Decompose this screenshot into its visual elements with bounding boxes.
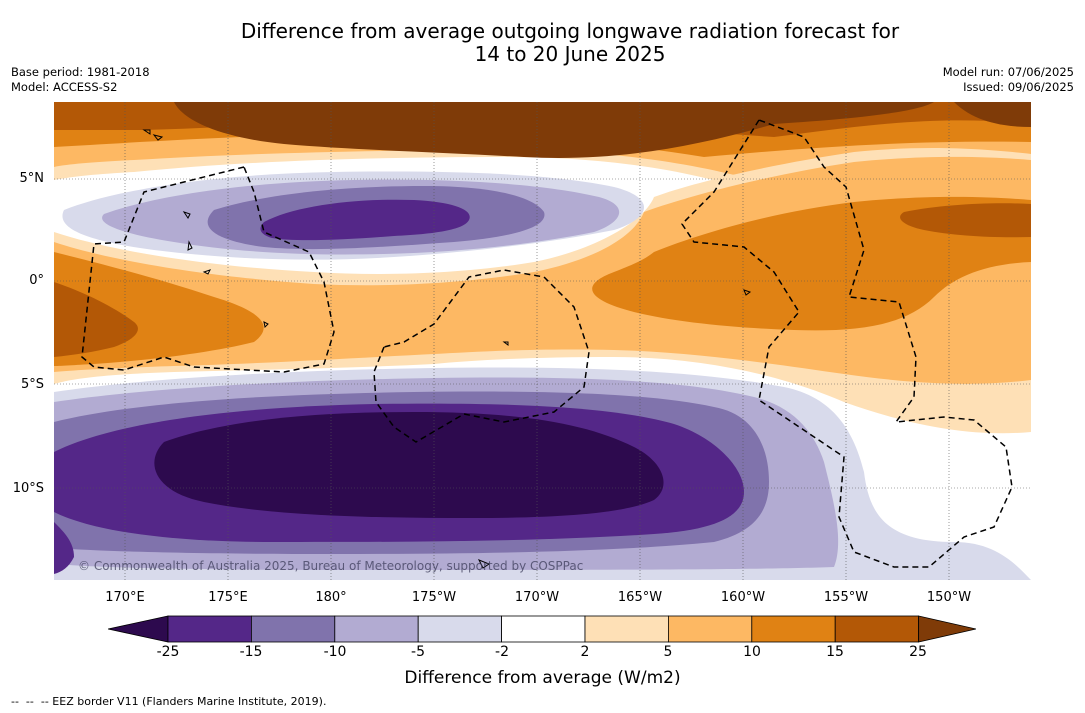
chart-title: Difference from average outgoing longwav…: [0, 20, 1085, 66]
base-period: Base period: 1981-2018: [11, 65, 150, 79]
olr-anomaly-map: [54, 102, 1031, 580]
eez-border-east: [681, 119, 1013, 568]
colorbar-tick-3: -5: [411, 644, 425, 660]
colorbar: [108, 615, 976, 643]
model-name: Model: ACCESS-S2: [11, 80, 118, 94]
eez-borders: [81, 119, 1013, 568]
credit-text: © Commonwealth of Australia 2025, Bureau…: [78, 559, 584, 573]
colorbar-segment-6: [584, 615, 669, 643]
contour-sw-purple: [54, 522, 74, 574]
colorbar-segment-2: [250, 615, 336, 643]
graticule: [54, 102, 1031, 580]
contour-ne-darkest: [954, 102, 1031, 127]
map-canvas: [54, 102, 1031, 580]
colorbar-segment-0: [108, 615, 169, 643]
lat-label-5s: 5°S: [20, 377, 44, 392]
colorbar-segment-9: [834, 615, 920, 643]
lon-label-155w: 155°W: [823, 590, 869, 605]
meta-left: Base period: 1981-2018 Model: ACCESS-S2: [11, 65, 150, 95]
meta-right: Model run: 07/06/2025 Issued: 09/06/2025: [943, 65, 1074, 95]
contour-north-purple-dark: [260, 199, 470, 241]
colorbar-segment-1: [167, 615, 252, 643]
colorbar-segment-7: [668, 615, 753, 643]
contour-north-darkest: [174, 102, 934, 158]
lon-label-150w: 150°W: [926, 590, 972, 605]
lon-label-170w: 170°W: [514, 590, 560, 605]
colorbar-tick-2: -10: [323, 644, 347, 660]
contour-south-purple-darkest: [154, 412, 664, 518]
colorbar-segment-5: [501, 615, 586, 643]
lat-label-10s: 10°S: [12, 481, 44, 496]
lon-label-170e: 170°E: [105, 590, 145, 605]
lon-label-160w: 160°W: [720, 590, 766, 605]
colorbar-tick-6: 5: [663, 644, 673, 660]
colorbar-tick-4: -2: [495, 644, 509, 660]
eez-border-west: [81, 166, 335, 373]
colorbar-segment-10: [918, 615, 976, 643]
contour-east-dark: [592, 196, 1031, 331]
contour-east-darker: [900, 203, 1031, 238]
title-line-2: 14 to 20 June 2025: [474, 42, 666, 66]
lon-label-175w: 175°W: [411, 590, 457, 605]
eez-border-central: [373, 269, 590, 443]
lon-label-165w: 165°W: [617, 590, 663, 605]
eez-footnote: -- -- -- EEZ border V11 (Flanders Marine…: [11, 695, 327, 708]
lat-label-5n: 5°N: [19, 171, 45, 186]
lon-label-180: 180°: [315, 590, 347, 605]
islands: [142, 129, 752, 569]
contour-west-darker: [54, 282, 138, 357]
colorbar-segment-4: [417, 615, 503, 643]
colorbar-tick-9: 25: [909, 644, 927, 660]
colorbar-tick-5: 2: [580, 644, 590, 660]
issued-date: Issued: 09/06/2025: [963, 80, 1074, 94]
model-run: Model run: 07/06/2025: [942, 65, 1074, 79]
colorbar-label: Difference from average (W/m2): [404, 668, 681, 688]
colorbar-tick-8: 15: [826, 644, 844, 660]
title-line-1: Difference from average outgoing longwav…: [240, 19, 900, 43]
colorbar-tick-7: 10: [743, 644, 761, 660]
colorbar-tick-0: -25: [156, 644, 180, 660]
lon-label-175e: 175°E: [208, 590, 248, 605]
lat-label-0: 0°: [29, 273, 44, 288]
colorbar-segment-3: [334, 615, 419, 643]
colorbar-segment-8: [751, 615, 836, 643]
colorbar-tick-1: -15: [239, 644, 263, 660]
